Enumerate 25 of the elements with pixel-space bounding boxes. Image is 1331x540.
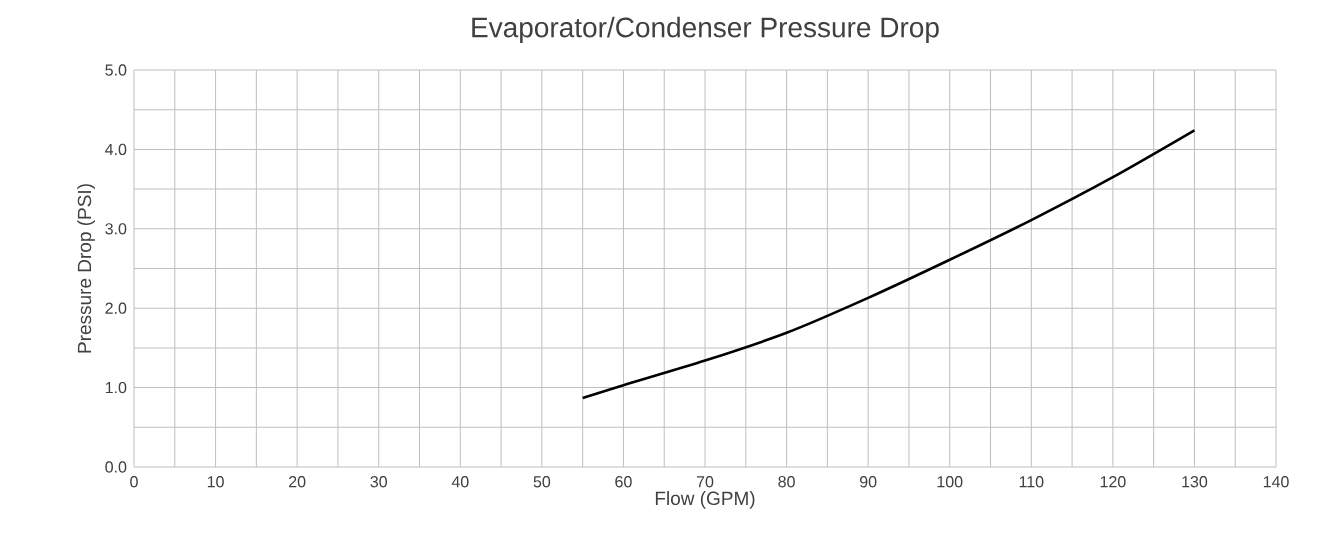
x-tick-label: 0: [130, 476, 138, 488]
x-tick-label: 120: [1100, 476, 1126, 488]
x-tick-label: 100: [937, 476, 963, 488]
y-tick-label: 3.0: [105, 223, 127, 235]
x-tick-label: 50: [533, 476, 551, 488]
x-tick-label: 40: [451, 476, 469, 488]
x-axis-title: Flow (GPM): [655, 491, 755, 509]
y-tick-label: 2.0: [105, 302, 127, 314]
y-tick-label: 0.0: [105, 461, 127, 473]
x-tick-label: 60: [615, 476, 632, 488]
y-axis-title: Pressure Drop (PSI): [77, 184, 95, 353]
x-tick-label: 20: [289, 476, 306, 488]
x-tick-label: 110: [1019, 476, 1044, 488]
y-tick-label: 1.0: [105, 381, 127, 394]
x-tick-label: 10: [207, 476, 224, 488]
x-tick-label: 70: [696, 476, 714, 488]
x-tick-label: 90: [860, 476, 877, 488]
x-tick-label: 130: [1182, 476, 1208, 488]
x-tick-label: 30: [370, 476, 387, 488]
y-tick-label: 5.0: [105, 64, 127, 76]
x-tick-label: 140: [1263, 476, 1289, 488]
x-tick-label: 80: [778, 476, 795, 488]
chart-title: Evaporator/Condenser Pressure Drop: [472, 16, 939, 43]
line-series: [581, 129, 1196, 400]
y-tick-label: 4.0: [105, 143, 127, 156]
